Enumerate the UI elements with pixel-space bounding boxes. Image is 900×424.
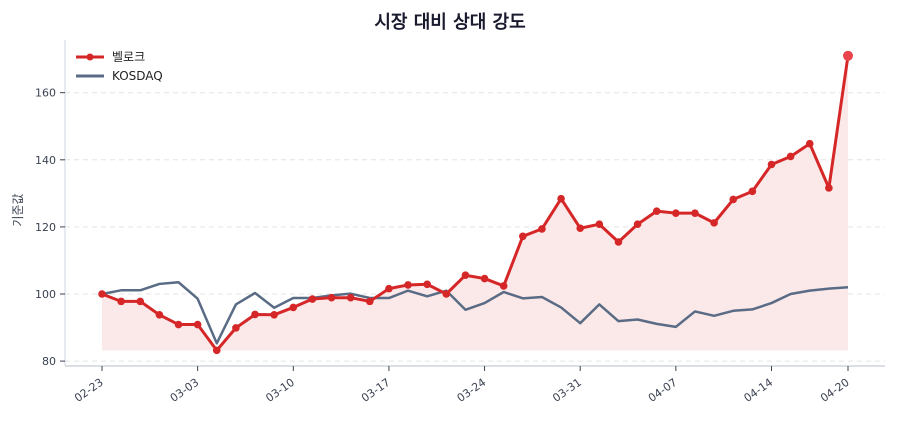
data-point[interactable]	[614, 238, 623, 246]
data-point[interactable]	[442, 290, 451, 298]
chart-title: 시장 대비 상대 강도	[374, 12, 525, 33]
data-point[interactable]	[289, 303, 298, 312]
x-tick-label: 02-23	[72, 376, 106, 405]
x-tick-label: 03-17	[359, 376, 393, 405]
legend-item-kosdaq[interactable]: KOSDAQ	[76, 69, 163, 83]
legend-label-velok: 벨로크	[112, 50, 145, 64]
data-point[interactable]	[843, 50, 853, 61]
data-point[interactable]	[117, 297, 125, 306]
data-point[interactable]	[212, 346, 221, 355]
data-point[interactable]	[327, 293, 336, 302]
legend-item-velok[interactable]: 벨로크	[76, 50, 145, 64]
data-point[interactable]	[385, 284, 393, 293]
data-point[interactable]	[232, 324, 240, 332]
series-lines	[98, 50, 853, 355]
data-point[interactable]	[652, 207, 661, 215]
data-point[interactable]	[729, 195, 738, 204]
y-axis-label: 기준값	[11, 193, 25, 226]
y-tick-label: 120	[35, 221, 56, 234]
data-point[interactable]	[365, 297, 374, 306]
data-point[interactable]	[499, 282, 508, 290]
data-point[interactable]	[633, 220, 642, 229]
data-point[interactable]	[595, 220, 604, 229]
y-tick-label: 160	[35, 87, 56, 100]
data-point[interactable]	[710, 219, 718, 227]
data-point[interactable]	[672, 209, 680, 217]
kosdaq-line	[101, 281, 849, 345]
y-tick-label: 140	[35, 154, 56, 167]
data-point[interactable]	[786, 152, 795, 161]
data-point[interactable]	[748, 187, 757, 196]
data-point[interactable]	[519, 232, 527, 241]
x-tick-label: 03-10	[263, 376, 297, 405]
velok-line	[101, 55, 850, 352]
data-point[interactable]	[270, 311, 278, 319]
area-fill	[102, 55, 848, 351]
legend-marker-icon	[86, 53, 94, 61]
x-tick-label: 04-20	[818, 376, 852, 405]
data-point[interactable]	[825, 184, 833, 192]
data-point[interactable]	[461, 271, 470, 280]
x-tick-label: 03-24	[455, 376, 489, 405]
data-point[interactable]	[576, 224, 585, 233]
x-tick-label: 03-31	[550, 376, 584, 405]
data-point[interactable]	[174, 320, 183, 329]
x-tick-label: 03-03	[168, 376, 202, 405]
legend-label-kosdaq: KOSDAQ	[112, 69, 163, 83]
velok-area-fill	[102, 55, 848, 351]
data-point[interactable]	[251, 310, 259, 319]
data-point[interactable]	[691, 209, 699, 217]
data-point[interactable]	[98, 290, 106, 298]
x-tick-label: 04-14	[742, 376, 776, 405]
data-point[interactable]	[308, 295, 317, 303]
legend: 벨로크 KOSDAQ	[76, 50, 163, 83]
y-tick-label: 100	[35, 288, 56, 301]
data-point[interactable]	[767, 160, 776, 169]
data-point[interactable]	[193, 320, 202, 329]
data-point[interactable]	[346, 293, 355, 302]
y-tick-label: 80	[42, 355, 56, 368]
data-point[interactable]	[557, 194, 565, 203]
data-point[interactable]	[404, 281, 412, 289]
y-axis-ticks: 80 100 120 140 160	[35, 87, 65, 368]
x-tick-label: 04-07	[646, 376, 680, 405]
data-point[interactable]	[423, 280, 431, 289]
data-point[interactable]	[805, 139, 814, 148]
data-point[interactable]	[136, 297, 145, 306]
x-axis-ticks: 02-23 03-03 03-10 03-17 03-24 03-31 04-07 04-14…	[72, 366, 852, 405]
data-point[interactable]	[155, 311, 164, 319]
data-point[interactable]	[480, 274, 489, 283]
data-point[interactable]	[538, 225, 546, 233]
